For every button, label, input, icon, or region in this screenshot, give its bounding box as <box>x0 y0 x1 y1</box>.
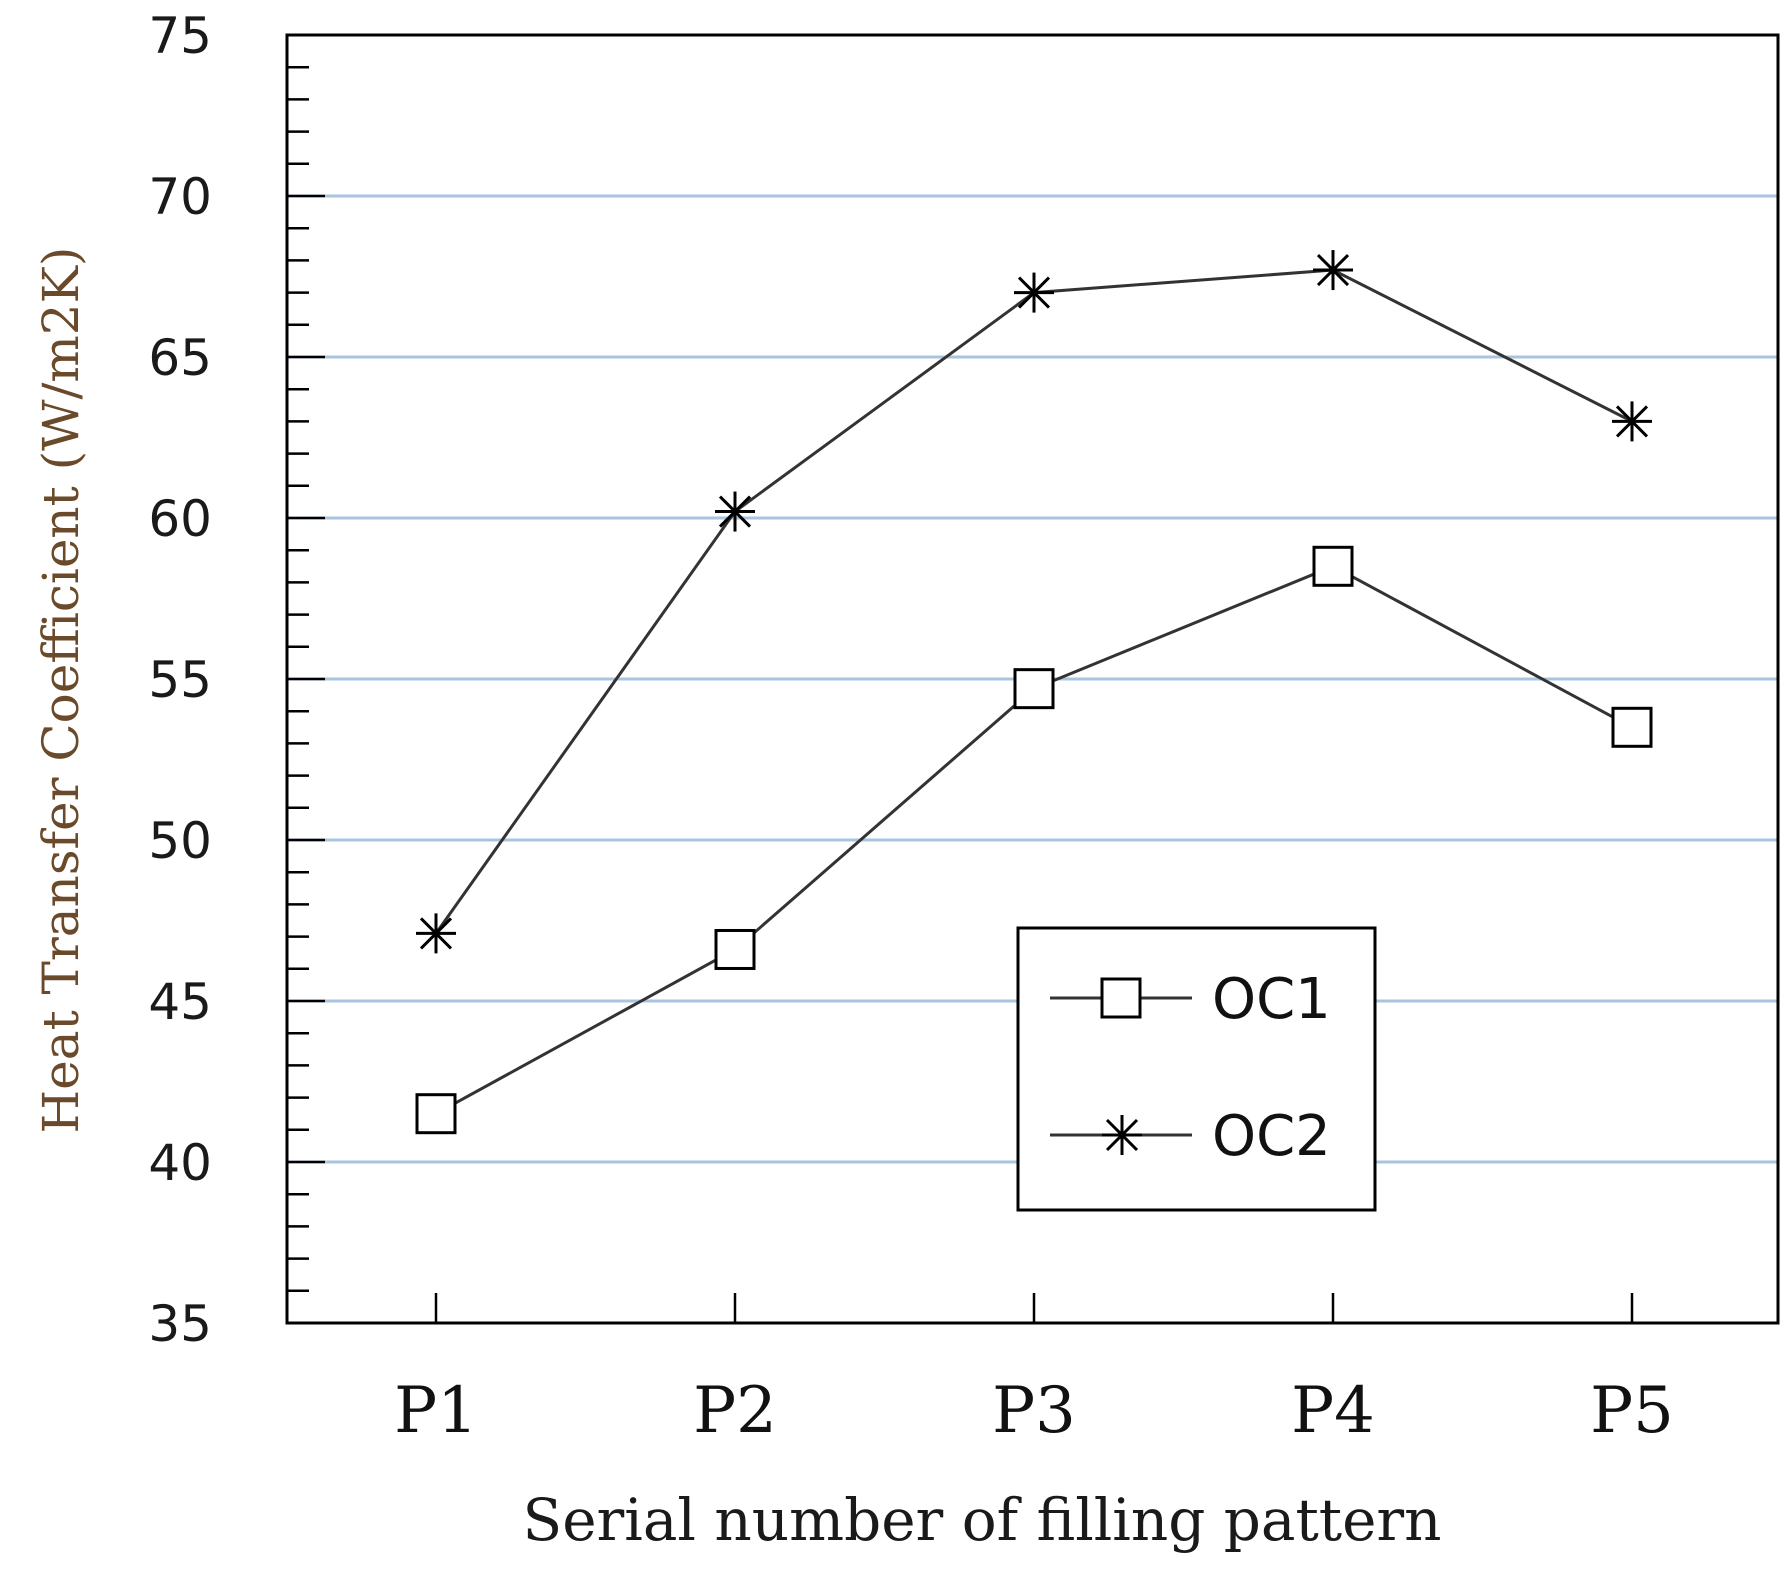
point-oc2-p5 <box>1612 401 1652 442</box>
x-tick-labels: P1 P2 P3 P4 P5 <box>394 1374 1674 1448</box>
x-axis-title: Serial number of filling pattern <box>522 1486 1441 1554</box>
point-oc2-p2 <box>715 491 755 532</box>
legend-marker-oc1 <box>1100 977 1142 1019</box>
y-tick-label-45: 45 <box>148 973 212 1031</box>
legend-box <box>1016 926 1377 1212</box>
y-tick-label-70: 70 <box>148 168 212 226</box>
x-tick-label-P4: P4 <box>1291 1374 1375 1448</box>
series-line-oc2 <box>434 268 1633 935</box>
x-ticks <box>434 1293 1634 1323</box>
legend-label-oc2: OC2 <box>1212 1104 1331 1169</box>
y-tick-label-50: 50 <box>148 812 212 870</box>
y-tick-label-55: 55 <box>148 651 212 709</box>
y-minor-ticks <box>287 65 325 1293</box>
point-oc1-p2 <box>714 928 756 970</box>
point-oc1-p1 <box>415 1093 457 1135</box>
x-tick-label-P3: P3 <box>992 1374 1076 1448</box>
legend-marker-oc2 <box>1102 1115 1142 1155</box>
y-tick-labels: 35 40 45 50 55 60 65 70 75 <box>148 7 212 1353</box>
x-tick-label-P2: P2 <box>693 1374 777 1448</box>
x-tick-label-P1: P1 <box>394 1374 478 1448</box>
gridlines <box>287 194 1778 1164</box>
point-oc2-p4 <box>1313 250 1353 291</box>
point-oc2-p3 <box>1014 272 1054 313</box>
y-tick-label-40: 40 <box>148 1134 212 1192</box>
point-oc1-p4 <box>1312 545 1354 587</box>
y-axis-title: Heat Transfer Coefficient (W/m2K) <box>32 247 90 1134</box>
y-tick-label-75: 75 <box>148 7 212 65</box>
y-tick-label-35: 35 <box>148 1295 212 1353</box>
legend: OC1 OC2 <box>1016 926 1377 1212</box>
legend-label-oc1: OC1 <box>1212 967 1331 1032</box>
series-layer <box>415 250 1653 1135</box>
point-oc2-p1 <box>416 913 456 954</box>
point-oc1-p3 <box>1013 668 1055 710</box>
y-tick-label-60: 60 <box>148 490 212 548</box>
plot-frame <box>285 33 1780 1325</box>
point-oc1-p5 <box>1611 706 1653 748</box>
y-tick-label-65: 65 <box>148 329 212 387</box>
x-tick-label-P5: P5 <box>1590 1374 1674 1448</box>
